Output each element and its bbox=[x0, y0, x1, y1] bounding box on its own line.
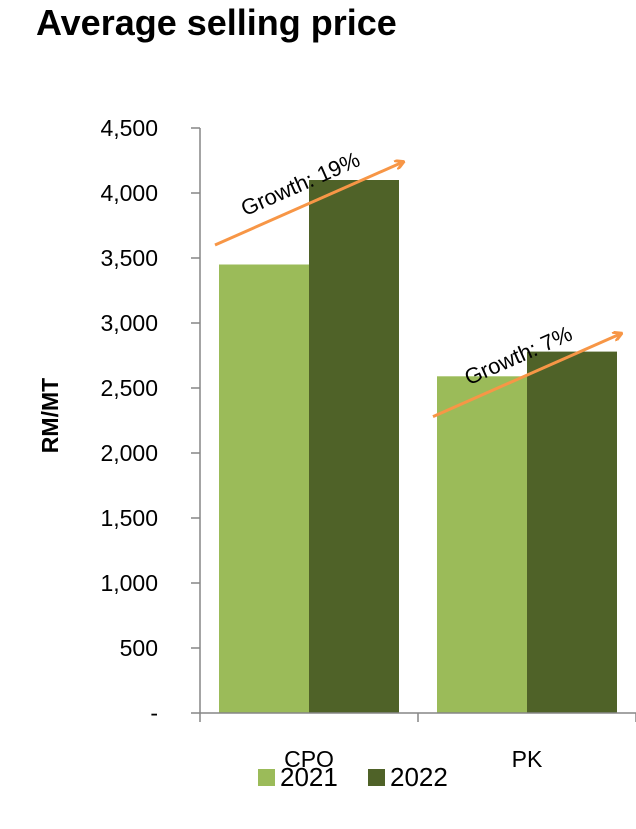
legend-swatch-2021 bbox=[258, 769, 275, 786]
y-tick-label: 3,000 bbox=[100, 310, 158, 336]
y-tick-label: 2,500 bbox=[100, 375, 158, 401]
bars-layer bbox=[219, 180, 617, 713]
y-tick-label: 3,500 bbox=[100, 245, 158, 271]
y-tick-label: 500 bbox=[120, 635, 158, 661]
bar-pk-2022 bbox=[527, 351, 617, 713]
bar-pk-2021 bbox=[437, 376, 527, 713]
growth-arrow bbox=[214, 162, 403, 247]
axes-layer: CPO PK - 500 1,000 1,500 2,000 2,500 3,000 3,500 4… bbox=[37, 115, 636, 772]
legend: 2021 2022 bbox=[258, 762, 448, 792]
y-tick-label: 1,500 bbox=[100, 505, 158, 531]
legend-swatch-2022 bbox=[368, 769, 385, 786]
y-tick-label: 1,000 bbox=[100, 570, 158, 596]
y-tick-label: 2,000 bbox=[100, 440, 158, 466]
y-axis-title: RM/MT bbox=[37, 378, 63, 453]
y-tick-label: - bbox=[150, 700, 158, 726]
y-tick-label: 4,500 bbox=[100, 115, 158, 141]
chart-title: Average selling price bbox=[36, 2, 397, 43]
y-tick-label: 4,000 bbox=[100, 180, 158, 206]
bar-cpo-2021 bbox=[219, 264, 309, 713]
x-tick-label: CPO bbox=[284, 746, 334, 772]
growth-arrow bbox=[432, 334, 621, 418]
legend-label: 2021 bbox=[280, 762, 338, 792]
legend-label: 2022 bbox=[390, 762, 448, 792]
bar-cpo-2022 bbox=[309, 180, 399, 713]
x-tick-label: PK bbox=[512, 746, 543, 772]
